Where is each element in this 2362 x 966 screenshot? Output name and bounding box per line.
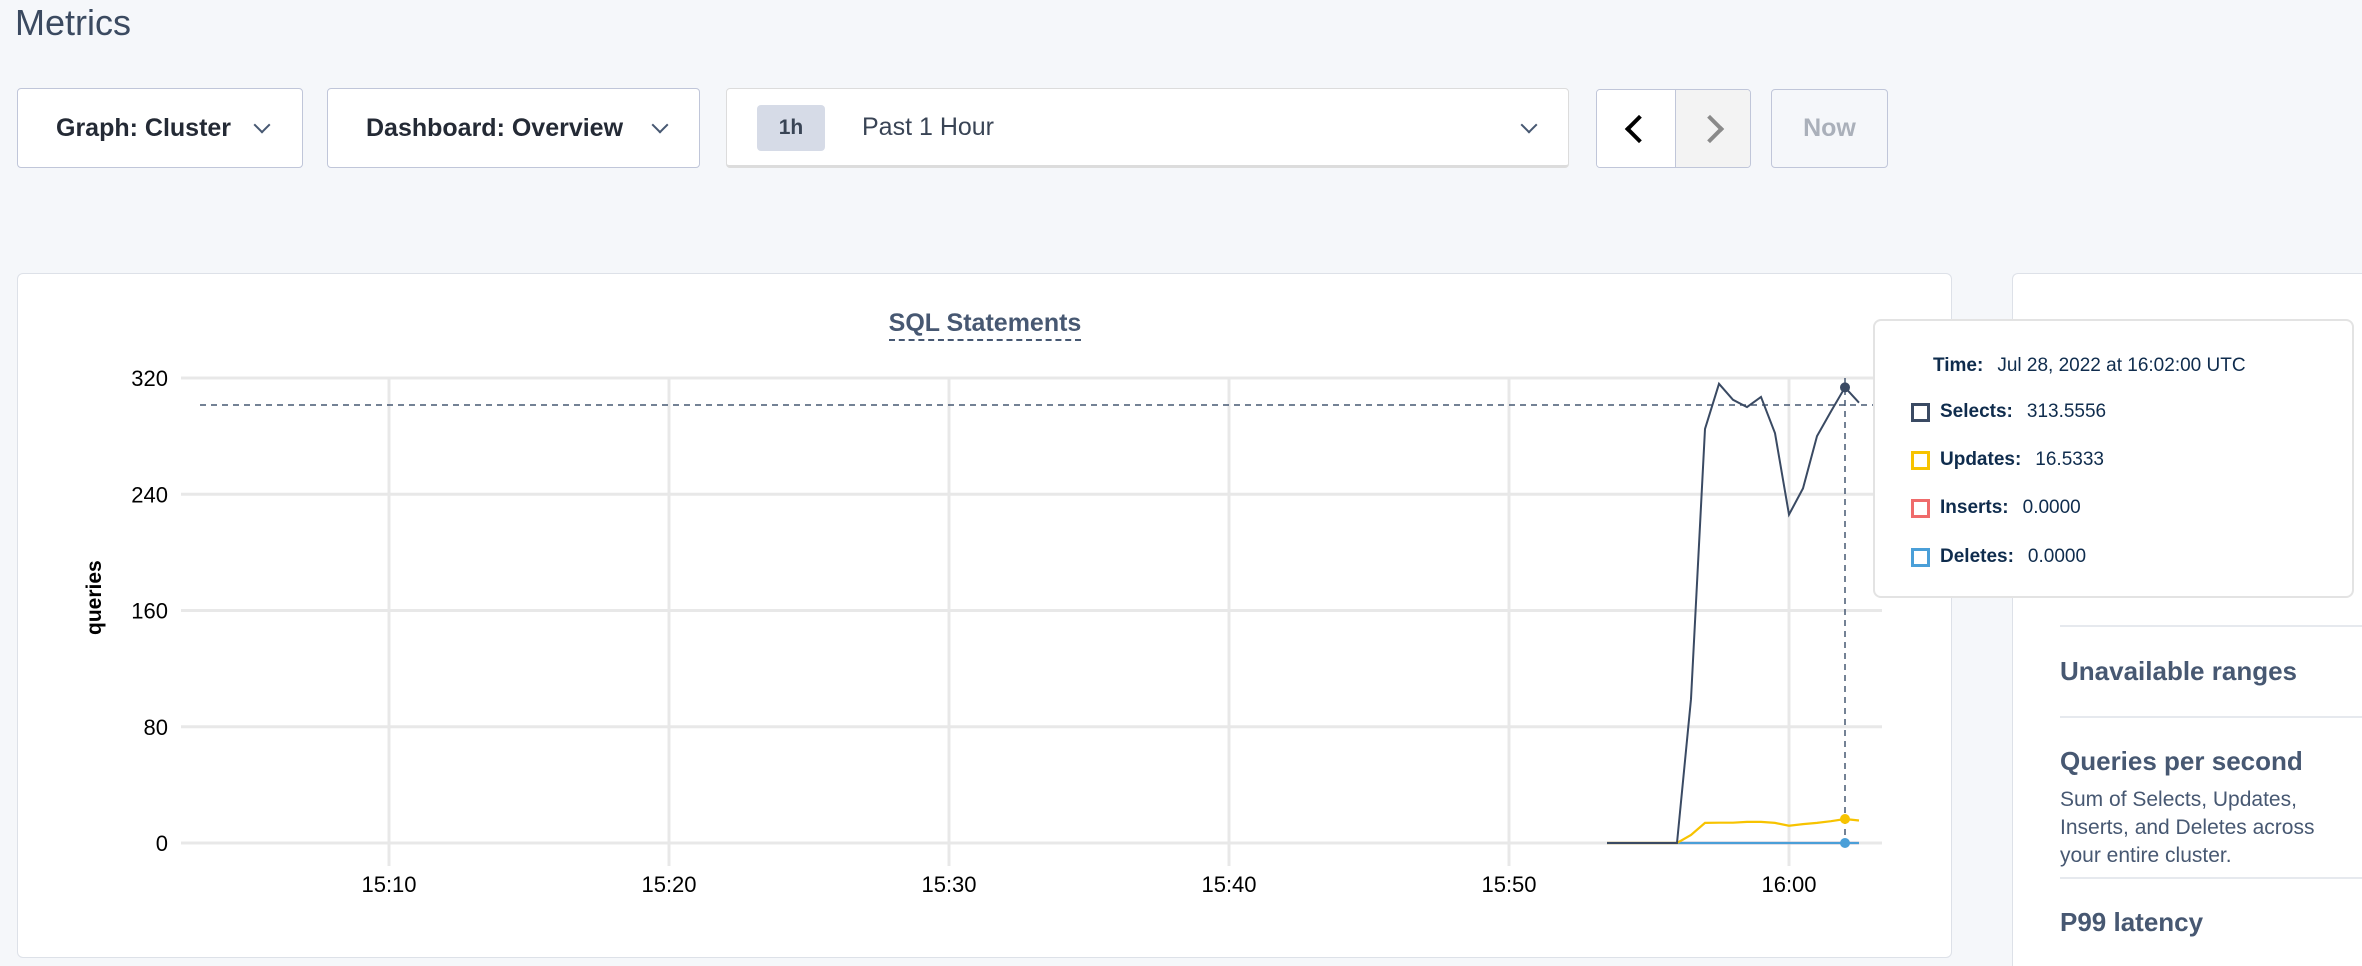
legend-swatch-icon [1911,547,1930,567]
x-tick-label: 15:20 [641,872,696,897]
legend-swatch-icon [1911,498,1930,518]
graph-select-label: Graph: Cluster [56,113,232,142]
y-tick-label: 160 [131,599,168,624]
previous-button[interactable] [1597,90,1676,167]
divider [2060,877,2362,879]
y-tick-label: 320 [131,366,168,391]
chart-title-text[interactable]: SQL Statements [888,309,1082,341]
time-range-badge: 1h [757,105,825,151]
p99-latency-title: P99 latency [2060,907,2204,937]
x-tick-label: 15:10 [361,872,416,897]
divider [2060,625,2362,627]
tooltip-series-value: 16.5333 [2035,449,2104,470]
x-tick-label: 15:40 [1201,872,1256,897]
series-line-updates [1607,817,1860,845]
hover-point-deletes [1840,838,1850,848]
legend-swatch-icon [1911,402,1930,422]
tooltip-row-updates: Updates: 16.5333 [1911,449,2104,471]
time-range-label: Past 1 Hour [862,112,995,141]
tooltip-time-label: Time: [1933,355,1984,376]
queries-per-second-title: Queries per second [2060,746,2303,776]
x-tick-label: 16:00 [1761,872,1816,897]
tooltip-row-deletes: Deletes: 0.0000 [1911,546,2086,568]
legend-swatch-icon [1911,450,1930,470]
y-tick-label: 80 [144,715,168,740]
tooltip-series-value: 0.0000 [2022,497,2081,518]
graph-select[interactable]: Graph: Cluster [17,88,303,168]
tooltip-series-label: Updates: [1940,449,2022,470]
tooltip-series-value: 313.5556 [2026,401,2107,422]
chart-title[interactable]: SQL Statements [0,309,1970,341]
series-line-selects [1607,381,1860,844]
tooltip-time: Time: Jul 28, 2022 at 16:02:00 UTC [1933,355,2246,377]
time-range-select[interactable]: 1h Past 1 Hour [726,88,1569,168]
y-tick-label: 0 [156,831,168,856]
dashboard-select[interactable]: Dashboard: Overview [327,88,700,168]
next-button[interactable] [1676,90,1750,167]
dashboard-select-label: Dashboard: Overview [366,113,624,142]
chart-tooltip: Time: Jul 28, 2022 at 16:02:00 UTC Selec… [1873,319,2354,598]
now-button[interactable]: Now [1771,89,1888,168]
unavailable-ranges-title: Unavailable ranges [2060,656,2297,686]
tooltip-row-selects: Selects: 313.5556 [1911,401,2106,423]
time-nav-group [1596,89,1751,168]
x-tick-label: 15:30 [921,872,976,897]
hover-point-updates [1840,813,1850,824]
tooltip-time-value: Jul 28, 2022 at 16:02:00 UTC [1997,355,2246,376]
queries-per-second-desc-line: your entire cluster. [2060,844,2232,867]
y-tick-label: 240 [131,482,168,507]
queries-per-second-desc-line: Sum of Selects, Updates, Inserts, and De… [2060,788,2315,839]
tooltip-row-inserts: Inserts: 0.0000 [1911,497,2081,519]
tooltip-series-label: Selects: [1940,401,2013,422]
hover-point-selects [1840,382,1850,393]
divider [2060,716,2362,718]
tooltip-series-label: Inserts: [1940,497,2009,518]
x-tick-label: 15:50 [1481,872,1536,897]
tooltip-series-value: 0.0000 [2027,546,2087,567]
page-title: Metrics [15,2,131,43]
tooltip-series-label: Deletes: [1940,546,2014,567]
queries-per-second-desc: Sum of Selects, Updates, Inserts, and De… [2060,786,2356,870]
